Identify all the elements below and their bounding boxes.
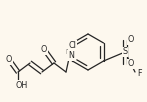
Text: F: F [137, 69, 141, 78]
Text: N: N [68, 51, 74, 60]
Text: H: H [65, 48, 71, 54]
Text: S: S [122, 48, 128, 57]
Text: OH: OH [16, 80, 28, 89]
Text: O: O [128, 35, 134, 44]
Text: O: O [6, 55, 12, 64]
Text: O: O [128, 59, 134, 69]
Text: Cl: Cl [69, 40, 76, 49]
Text: O: O [41, 45, 47, 54]
